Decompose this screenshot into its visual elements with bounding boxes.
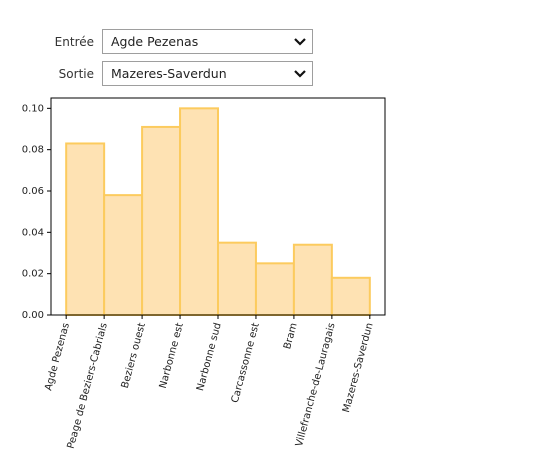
- plot-frame: [50, 97, 386, 316]
- exit-label: Sortie: [58, 66, 94, 81]
- exit-value: Mazeres-Saverdun: [111, 66, 227, 81]
- entry-value: Agde Pezenas: [111, 34, 199, 49]
- x-tick-label: Bram: [282, 322, 300, 351]
- x-tick-label: Mazeres-Saverdun: [341, 322, 376, 414]
- y-tick-label: 0.02: [22, 269, 44, 280]
- bar: [179, 107, 219, 317]
- chevron: [294, 37, 306, 46]
- bar: [254, 262, 295, 317]
- y-tick-label: 0.04: [22, 227, 44, 238]
- bar: [103, 194, 144, 316]
- y-tick-label: 0.10: [22, 103, 44, 114]
- entry-dropdown[interactable]: Agde Pezenas: [102, 29, 313, 54]
- entry-label: Entrée: [54, 34, 94, 49]
- bar: [65, 142, 106, 316]
- y-tick-label: 0.06: [22, 186, 44, 197]
- bar: [292, 243, 333, 317]
- entry-row: Entrée Agde Pezenas: [0, 28, 313, 55]
- y-tick-label: 0.08: [22, 145, 44, 156]
- x-tick-label: Narbonne est: [158, 322, 186, 390]
- exit-dropdown[interactable]: Mazeres-Saverdun: [102, 61, 313, 86]
- bar: [217, 241, 257, 317]
- chevron: [294, 69, 306, 78]
- x-tick-label: Beziers ouest: [120, 322, 148, 390]
- bar: [141, 125, 182, 316]
- exit-row: Sortie Mazeres-Saverdun: [0, 60, 313, 87]
- x-tick-label: Peage de Beziers-Cabrials: [66, 322, 110, 450]
- x-tick-label: Narbonne sud: [195, 322, 224, 393]
- x-tick-label: Carcassonne est: [230, 322, 262, 405]
- bar: [330, 276, 371, 316]
- y-tick-label: 0.00: [22, 310, 44, 321]
- x-tick-label: Agde Pezenas: [43, 322, 72, 392]
- x-tick-label: Villefranche-de-Lauragais: [294, 322, 338, 448]
